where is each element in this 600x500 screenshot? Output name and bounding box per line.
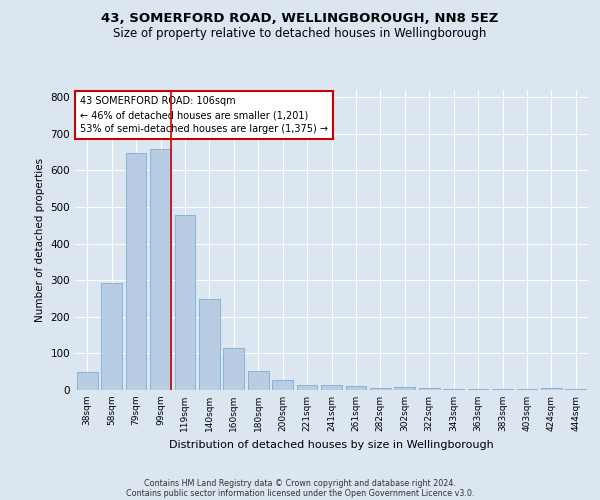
- Bar: [150, 148, 171, 390]
- Text: Contains public sector information licensed under the Open Government Licence v3: Contains public sector information licen…: [126, 488, 474, 498]
- Bar: [346, 386, 367, 390]
- Bar: [175, 215, 196, 390]
- Y-axis label: Number of detached properties: Number of detached properties: [35, 158, 45, 322]
- Bar: [370, 388, 391, 390]
- Bar: [443, 389, 464, 390]
- Text: 43 SOMERFORD ROAD: 106sqm
← 46% of detached houses are smaller (1,201)
53% of se: 43 SOMERFORD ROAD: 106sqm ← 46% of detac…: [80, 96, 328, 134]
- Bar: [296, 384, 317, 390]
- Text: 43, SOMERFORD ROAD, WELLINGBOROUGH, NN8 5EZ: 43, SOMERFORD ROAD, WELLINGBOROUGH, NN8 …: [101, 12, 499, 26]
- Bar: [101, 283, 122, 390]
- Text: Contains HM Land Registry data © Crown copyright and database right 2024.: Contains HM Land Registry data © Crown c…: [144, 478, 456, 488]
- Bar: [125, 153, 146, 390]
- Bar: [419, 388, 440, 390]
- Bar: [321, 385, 342, 390]
- Text: Size of property relative to detached houses in Wellingborough: Size of property relative to detached ho…: [113, 28, 487, 40]
- Bar: [467, 389, 488, 390]
- Bar: [199, 300, 220, 390]
- Bar: [272, 380, 293, 390]
- Bar: [541, 388, 562, 390]
- Bar: [248, 370, 269, 390]
- Bar: [77, 372, 98, 390]
- X-axis label: Distribution of detached houses by size in Wellingborough: Distribution of detached houses by size …: [169, 440, 494, 450]
- Bar: [223, 348, 244, 390]
- Bar: [394, 387, 415, 390]
